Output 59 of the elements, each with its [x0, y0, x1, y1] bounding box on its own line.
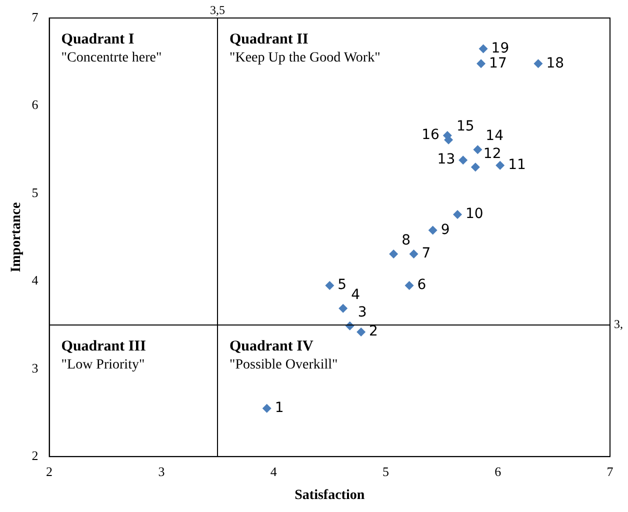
y-axis-title: Importance	[9, 202, 24, 272]
annotation: 19	[491, 40, 510, 56]
annotation: "Possible Overkill"	[230, 358, 338, 373]
point	[262, 404, 272, 413]
x-tick-label: 4	[270, 464, 278, 479]
point	[452, 210, 462, 219]
annotation: "Concentrte here"	[61, 50, 162, 66]
annotation: 7	[422, 246, 431, 262]
x-axis-title: Satisfaction	[294, 488, 365, 504]
annotation: "Low Priority"	[61, 358, 145, 373]
y-tick-label: 4	[32, 272, 39, 288]
annotation: 9	[440, 222, 450, 238]
annotation: 14	[486, 128, 504, 144]
annotation: 3	[358, 304, 367, 321]
y-tick-label: 7	[32, 9, 39, 24]
annotation: Quadrant III	[61, 338, 146, 354]
point	[478, 44, 488, 54]
annotation: 17	[489, 55, 507, 72]
annotation: 18	[546, 55, 564, 72]
point	[428, 226, 438, 235]
annotation: 6	[417, 277, 426, 294]
annotation: 11	[508, 157, 526, 174]
ref-line-label: 3,5	[210, 3, 226, 18]
ref-line-label: 3,	[614, 317, 623, 332]
y-tick-label: 2	[32, 448, 38, 464]
annotation: 1	[274, 400, 284, 416]
annotation: 16	[422, 127, 440, 144]
annotation: 10	[465, 206, 484, 222]
annotation: 5	[338, 277, 347, 294]
y-tick-label: 6	[32, 97, 39, 112]
point	[356, 328, 366, 337]
x-tick-label: 7	[606, 464, 614, 479]
annotation: 2	[369, 324, 378, 340]
point	[534, 59, 543, 68]
annotation: Quadrant IV	[230, 338, 314, 354]
x-tick-label: 3	[158, 464, 165, 479]
annotation: 4	[351, 286, 360, 303]
point	[458, 156, 468, 165]
annotation: 12	[483, 146, 502, 162]
point	[473, 145, 482, 154]
point	[338, 304, 348, 313]
point	[409, 249, 418, 258]
x-tick-label: 5	[382, 464, 389, 479]
point	[325, 281, 334, 290]
x-tick-label: 2	[46, 464, 53, 479]
point	[404, 281, 414, 290]
x-tick-label: 6	[494, 464, 502, 479]
annotation: 13	[437, 152, 456, 168]
point	[496, 160, 505, 170]
y-tick-label: 5	[32, 184, 38, 200]
annotation: "Keep Up the Good Work"	[230, 50, 380, 66]
annotation: Quadrant I	[61, 31, 134, 48]
point	[389, 249, 398, 258]
annotation: Quadrant II	[230, 31, 308, 48]
point	[470, 162, 480, 172]
y-tick-label: 3	[32, 360, 38, 376]
annotation: 8	[402, 232, 410, 249]
annotation: 15	[456, 118, 474, 135]
point	[476, 59, 486, 68]
